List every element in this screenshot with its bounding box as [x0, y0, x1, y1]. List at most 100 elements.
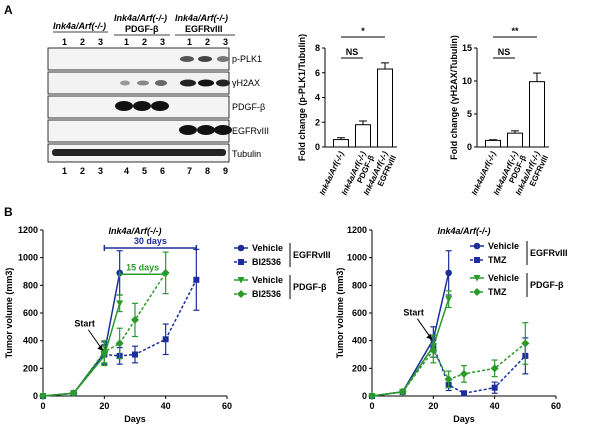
y-tick-label: 0 — [467, 142, 472, 152]
data-point — [460, 369, 468, 378]
legend-label: TMZ — [488, 255, 507, 265]
y-tick-label: 1000 — [18, 253, 38, 263]
legend-label: Vehicle — [252, 275, 283, 285]
data-point — [237, 277, 245, 284]
y-tick-label: 600 — [352, 308, 367, 318]
y-axis-label: Tumor volume (mm3) — [335, 268, 345, 359]
data-point — [429, 346, 438, 355]
y-tick-label: 0 — [33, 391, 38, 401]
legend-label: Vehicle — [488, 241, 519, 251]
blot-top-lane: 1 — [62, 37, 67, 47]
series-line — [42, 272, 167, 397]
data-point — [193, 276, 200, 283]
line-chart-bi2536: 0 200 400 600 800 1000 1200 0 20 40 60 Days Tumor vo… — [4, 225, 331, 424]
data-point — [116, 300, 124, 307]
data-point — [445, 296, 453, 303]
blot-bottom-lane: 8 — [205, 166, 210, 176]
blot-band — [197, 125, 215, 135]
blot-bottom-lane: 5 — [142, 166, 147, 176]
blot-bottom-lane: 3 — [98, 166, 103, 176]
data-point — [473, 275, 481, 282]
y-tick-label: 200 — [352, 363, 367, 373]
blot-top-lane: 2 — [80, 37, 85, 47]
blot-band — [137, 80, 149, 86]
data-point — [39, 392, 47, 400]
y-tick-label: 2 — [315, 117, 320, 127]
y-tick-label: 400 — [352, 336, 367, 346]
data-point — [444, 375, 453, 384]
data-point — [490, 364, 499, 373]
blot-top-lane: 2 — [205, 37, 210, 47]
blot-band — [180, 79, 196, 87]
blot-band-label: Tubulin — [232, 149, 261, 159]
y-tick-label: 0 — [315, 142, 320, 152]
blot-bottom-lane: 7 — [187, 166, 192, 176]
y-tick-label: 1200 — [18, 225, 38, 235]
blot-group-1-label: Ink4a/Arf(-/-) — [53, 21, 106, 31]
y-tick-label: 800 — [23, 280, 38, 290]
data-point — [237, 290, 245, 298]
bar — [333, 139, 349, 148]
y-tick-label: 800 — [352, 280, 367, 290]
y-tick-label: 4 — [315, 93, 320, 103]
x-tick-label: 60 — [222, 401, 232, 411]
y-tick-label: 15 — [462, 43, 472, 53]
bar — [377, 68, 393, 148]
data-point — [445, 269, 452, 277]
start-arrowhead — [426, 333, 433, 340]
legend-group-label: EGFRvIII — [293, 250, 331, 260]
blot-band-label: PDGF-β — [232, 102, 265, 112]
significance-label: NS — [498, 47, 511, 57]
bar — [485, 139, 501, 148]
legend-label: BI2536 — [252, 289, 281, 299]
legend-label: BI2536 — [252, 257, 281, 267]
bar — [355, 124, 371, 148]
blot-band-label: γH2AX — [232, 78, 260, 88]
data-point — [69, 389, 78, 398]
data-point — [132, 351, 138, 358]
blot-band — [133, 101, 151, 111]
start-arrowhead — [97, 344, 104, 351]
blot-band — [52, 149, 226, 156]
y-tick-label: 5 — [467, 109, 472, 119]
data-point — [398, 387, 407, 396]
x-tick-label: 20 — [428, 401, 438, 411]
data-point — [474, 257, 480, 263]
y-tick-label: 6 — [315, 68, 320, 78]
blot-band — [214, 125, 232, 135]
blot-top-lane: 3 — [160, 37, 165, 47]
x-tick-label: 60 — [551, 401, 561, 411]
y-axis-label: Fold change (p-PLK1/Tubulin) — [297, 34, 307, 161]
x-tick-label: 40 — [161, 401, 171, 411]
blot-bottom-lane: 9 — [223, 166, 228, 176]
y-tick-label: 1200 — [347, 225, 367, 235]
legend-group-label: PDGF-β — [293, 282, 327, 292]
legend-label: Vehicle — [488, 273, 519, 283]
bar — [529, 81, 545, 148]
panel-b-letter: B — [4, 205, 13, 219]
blot-group-2-sublabel: PDGF-β — [125, 24, 159, 34]
data-point — [237, 244, 245, 252]
blot-group-3-sublabel: EGFRvIII — [185, 24, 223, 34]
line-chart-tmz: 0 200 400 600 800 1000 1200 0 20 40 60 Days Tumor vo… — [335, 225, 568, 424]
blot-bottom-lane: 1 — [62, 166, 67, 176]
blot-top-lane: 3 — [98, 37, 103, 47]
blot-band — [120, 80, 130, 86]
data-point — [115, 339, 124, 348]
significance-label: * — [361, 26, 365, 36]
western-blot: Ink4a/Arf(-/-) Ink4a/Arf(-/-) PDGF-β Ink… — [47, 13, 269, 176]
legend-group-label: EGFRvIII — [530, 248, 568, 258]
y-tick-label: 200 — [23, 363, 38, 373]
data-point — [461, 390, 467, 397]
start-annotation: Start — [403, 308, 424, 318]
blot-group-2-label: Ink4a/Arf(-/-) — [114, 13, 167, 23]
data-point — [491, 384, 498, 391]
start-annotation: Start — [74, 319, 95, 329]
series-line — [42, 272, 121, 397]
data-point — [473, 288, 481, 296]
duration-label: 30 days — [134, 236, 167, 246]
data-point — [473, 242, 481, 250]
